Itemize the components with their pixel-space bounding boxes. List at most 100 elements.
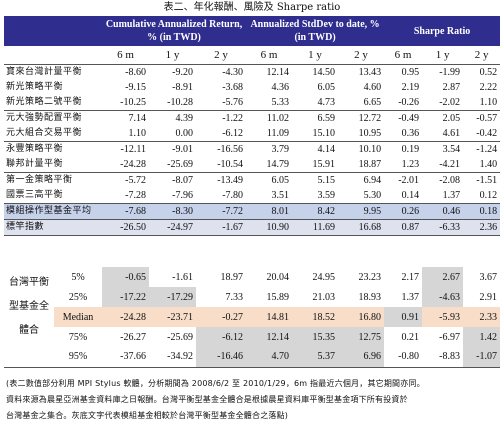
value-cell: -0.26 [384, 95, 423, 111]
value-cell: 5.15 [317, 175, 336, 186]
fund-row: 新光策略平衡 -9.15 -8.91 -3.68 4.36 6.05 4.60 … [4, 80, 500, 95]
value-cell: -1.61 [172, 271, 193, 283]
benchmark-label: 標竿指數 [4, 219, 102, 236]
value-cell: 0.21 [401, 331, 420, 343]
value-cell: 0.91 [384, 307, 422, 327]
value-cell: -25.69 [167, 331, 193, 343]
value-cell: -5.76 [196, 95, 247, 111]
value-cell: -9.20 [172, 67, 193, 78]
value-cell: 6.05 [271, 175, 290, 186]
value-cell: -2.08 [439, 175, 461, 186]
value-cell: -16.56 [217, 144, 244, 155]
value-cell: 0.95 [401, 67, 420, 78]
quantile-row: 25% -17.22 -17.29 7.33 15.89 21.03 18.93… [4, 287, 500, 307]
value-cell: 2.67 [422, 267, 463, 287]
value-cell: 2.87 [442, 82, 461, 93]
quantile-label: Median [54, 307, 102, 327]
fund-row: 寶來台灣計量平衡 -8.60 -9.20 -4.30 12.14 14.50 1… [4, 65, 500, 81]
value-cell: 7.14 [128, 113, 147, 124]
fund-row: 新光策略二號平衡 -10.25 -10.28 -5.76 5.33 4.73 6… [4, 95, 501, 111]
value-cell: -0.65 [102, 267, 149, 287]
performance-table: Cumulative Annualized Return, % (in TWD)… [4, 16, 501, 236]
value-cell: -12.11 [120, 144, 146, 155]
median-row: Median -24.28 -23.71 -0.27 14.81 18.52 1… [4, 307, 500, 327]
value-cell: 5.37 [292, 347, 338, 368]
value-cell: -0.57 [476, 113, 498, 124]
quantile-label: 25% [68, 291, 88, 303]
value-cell: -9.01 [172, 144, 193, 155]
value-cell: -7.68 [102, 203, 149, 220]
value-cell: 3.79 [271, 144, 290, 155]
value-cell: -37.66 [102, 347, 149, 368]
value-cell: 12.75 [338, 327, 384, 347]
period-label: 2 y [463, 46, 501, 65]
value-cell: 16.68 [338, 219, 385, 236]
value-cell: 0.36 [384, 126, 423, 142]
period-label: 6 m [102, 46, 149, 65]
value-cell: 18.52 [292, 307, 338, 327]
peer-label-line: 體合 [19, 325, 39, 336]
peer-group-table: 台灣平衡 型基金全 體合 5% -0.65 -1.61 18.97 20.04 … [4, 267, 500, 368]
header-return: Cumulative Annualized Return, % (in TWD) [102, 16, 247, 46]
value-cell: -1.67 [196, 219, 247, 236]
value-cell: -7.96 [172, 190, 193, 201]
fund-name: 新光策略二號平衡 [4, 95, 102, 111]
value-cell: -2.01 [398, 175, 420, 186]
value-cell: 0.19 [401, 144, 420, 155]
value-cell: 11.09 [246, 126, 293, 142]
value-cell: -13.49 [217, 175, 244, 186]
value-cell: 6.05 [317, 82, 336, 93]
peer-label-line: 型基金全 [9, 301, 49, 312]
value-cell: 23.23 [358, 271, 382, 283]
value-cell: 2.05 [442, 113, 461, 124]
fund-row: 國票三高平衡 -7.28 -7.96 -7.80 3.51 3.59 5.30 … [4, 188, 500, 204]
value-cell: 0.87 [384, 219, 423, 236]
value-cell: 11.69 [292, 219, 339, 236]
value-cell: 10.95 [338, 126, 385, 142]
value-cell: 5.33 [246, 95, 293, 111]
average-label: 模組操作型基金平均 [4, 203, 102, 220]
period-label: 1 y [292, 46, 339, 65]
value-cell: 2.36 [463, 219, 501, 236]
value-cell: -17.22 [102, 287, 149, 307]
value-cell: -4.30 [222, 67, 244, 78]
value-cell: -7.28 [125, 190, 146, 201]
value-cell: -16.46 [196, 347, 246, 368]
period-label: 6 m [384, 46, 423, 65]
value-cell: -6.33 [422, 219, 464, 236]
value-cell: 18.93 [358, 291, 382, 303]
value-cell: -17.29 [149, 287, 196, 307]
footnote-line: 台灣基金之集合。灰底文字代表模組基金相較於台灣平衡型基金全體合之落點) [6, 411, 289, 420]
value-cell: 0.14 [401, 190, 420, 201]
quantile-row: 95% -37.66 -34.92 -16.46 4.70 5.37 6.96 … [4, 347, 500, 368]
value-cell: 15.10 [292, 126, 339, 142]
value-cell: 8.01 [246, 203, 293, 220]
value-cell: 12.14 [246, 327, 292, 347]
fund-name: 聯邦計量平衡 [4, 157, 102, 173]
quantile-row: 台灣平衡 型基金全 體合 5% -0.65 -1.61 18.97 20.04 … [4, 267, 500, 336]
fund-name: 國票三高平衡 [6, 190, 64, 200]
value-cell: 12.72 [358, 113, 382, 124]
fund-row: 元大強勢配置平衡 7.14 4.39 -1.22 11.02 6.59 12.7… [4, 111, 500, 127]
fund-name: 寶來台灣計量平衡 [6, 67, 83, 77]
value-cell: 16.80 [338, 307, 384, 327]
header-sharpe: Sharpe Ratio [384, 16, 501, 46]
value-cell: 20.04 [266, 271, 290, 283]
value-cell: -8.60 [125, 67, 146, 78]
value-cell: 2.19 [401, 82, 420, 93]
value-cell: 4.39 [175, 113, 194, 124]
footnote-line: 資料來源為晨星亞洲基金資料庫之日報酬。台灣平衡型基金全體合是根據晨星資料庫平衡型… [6, 395, 408, 404]
value-cell: -26.50 [102, 219, 149, 236]
value-cell: -25.69 [149, 157, 196, 173]
value-cell: -5.72 [125, 175, 146, 186]
value-cell: 2.33 [463, 307, 500, 327]
value-cell: 14.50 [312, 67, 336, 78]
period-header-row: 6 m 1 y 2 y 6 m 1 y 2 y 6 m 1 y 2 y [4, 46, 501, 65]
value-cell: -4.21 [422, 157, 464, 173]
value-cell: 4.61 [422, 126, 464, 142]
footnote: (表二數值部分利用 MPI Stylus 軟體，分析期間為 2008/6/2 至… [6, 376, 500, 424]
value-cell: -7.72 [196, 203, 247, 220]
value-cell: -0.49 [398, 113, 420, 124]
value-cell: 4.70 [246, 347, 292, 368]
value-cell: -6.12 [196, 126, 247, 142]
